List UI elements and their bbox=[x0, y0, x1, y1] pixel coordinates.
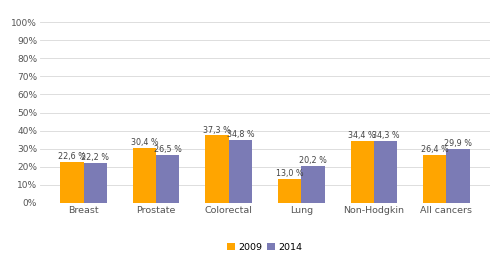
Text: 26,5 %: 26,5 % bbox=[154, 145, 182, 154]
Text: 26,4 %: 26,4 % bbox=[421, 145, 448, 154]
Bar bbox=[423, 155, 446, 203]
Bar bbox=[374, 141, 397, 203]
Bar bbox=[133, 148, 156, 203]
Bar bbox=[446, 149, 469, 203]
Bar bbox=[206, 135, 229, 203]
Bar bbox=[302, 166, 324, 203]
Bar bbox=[278, 179, 301, 203]
Bar bbox=[84, 163, 107, 203]
Text: 13,0 %: 13,0 % bbox=[276, 170, 303, 178]
Bar bbox=[350, 141, 374, 203]
Text: 20,2 %: 20,2 % bbox=[299, 157, 327, 165]
Bar bbox=[228, 140, 252, 203]
Legend: 2009, 2014: 2009, 2014 bbox=[228, 243, 302, 252]
Text: 22,6 %: 22,6 % bbox=[58, 152, 86, 161]
Text: 29,9 %: 29,9 % bbox=[444, 139, 472, 148]
Text: 34,4 %: 34,4 % bbox=[348, 131, 376, 140]
Text: 34,3 %: 34,3 % bbox=[372, 131, 400, 140]
Bar bbox=[60, 162, 84, 203]
Text: 37,3 %: 37,3 % bbox=[203, 126, 231, 135]
Text: 30,4 %: 30,4 % bbox=[130, 138, 158, 147]
Text: 22,2 %: 22,2 % bbox=[81, 153, 109, 162]
Text: 34,8 %: 34,8 % bbox=[226, 130, 254, 139]
Bar bbox=[156, 155, 180, 203]
